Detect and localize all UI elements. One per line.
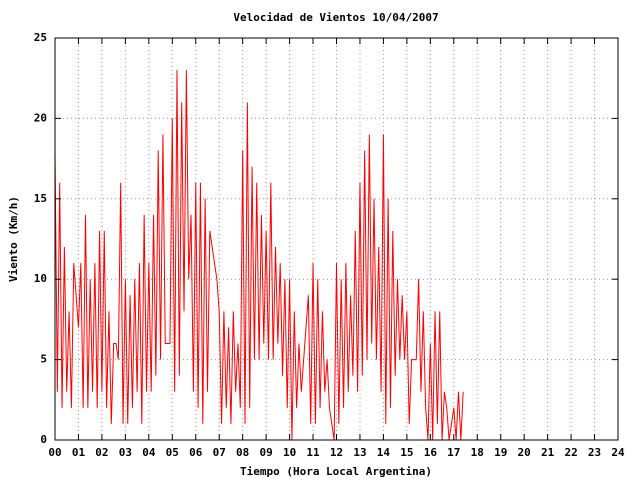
x-tick-label: 13 <box>353 446 366 459</box>
y-tick-label: 25 <box>34 31 47 44</box>
x-tick-label: 06 <box>189 446 203 459</box>
x-tick-label: 21 <box>541 446 555 459</box>
chart-title: Velocidad de Vientos 10/04/2007 <box>233 11 438 24</box>
x-tick-label: 12 <box>330 446 343 459</box>
x-tick-label: 11 <box>306 446 320 459</box>
x-tick-label: 00 <box>48 446 61 459</box>
x-tick-label: 04 <box>142 446 156 459</box>
x-tick-label: 16 <box>424 446 438 459</box>
x-tick-label: 01 <box>72 446 86 459</box>
plot-area <box>54 70 464 441</box>
x-tick-label: 14 <box>377 446 391 459</box>
y-tick-label: 20 <box>34 111 47 124</box>
y-tick-label: 15 <box>34 192 47 205</box>
x-tick-label: 07 <box>213 446 226 459</box>
x-tick-label: 08 <box>236 446 249 459</box>
x-axis-label: Tiempo (Hora Local Argentina) <box>240 465 432 478</box>
x-tick-label: 18 <box>471 446 484 459</box>
y-tick-label: 0 <box>40 433 47 446</box>
x-tick-label: 02 <box>95 446 108 459</box>
y-axis-label: Viento (Km/h) <box>7 196 20 282</box>
x-tick-label: 09 <box>260 446 273 459</box>
x-tick-label: 22 <box>564 446 577 459</box>
x-tick-label: 20 <box>518 446 531 459</box>
x-tick-label: 15 <box>400 446 413 459</box>
x-tick-label: 24 <box>611 446 625 459</box>
x-tick-label: 19 <box>494 446 507 459</box>
y-tick-label: 10 <box>34 272 47 285</box>
x-tick-label: 10 <box>283 446 296 459</box>
x-tick-label: 23 <box>588 446 601 459</box>
y-tick-label: 5 <box>40 353 47 366</box>
x-tick-label: 17 <box>447 446 460 459</box>
x-tick-label: 05 <box>166 446 179 459</box>
x-tick-label: 03 <box>119 446 132 459</box>
data-line <box>54 70 464 441</box>
